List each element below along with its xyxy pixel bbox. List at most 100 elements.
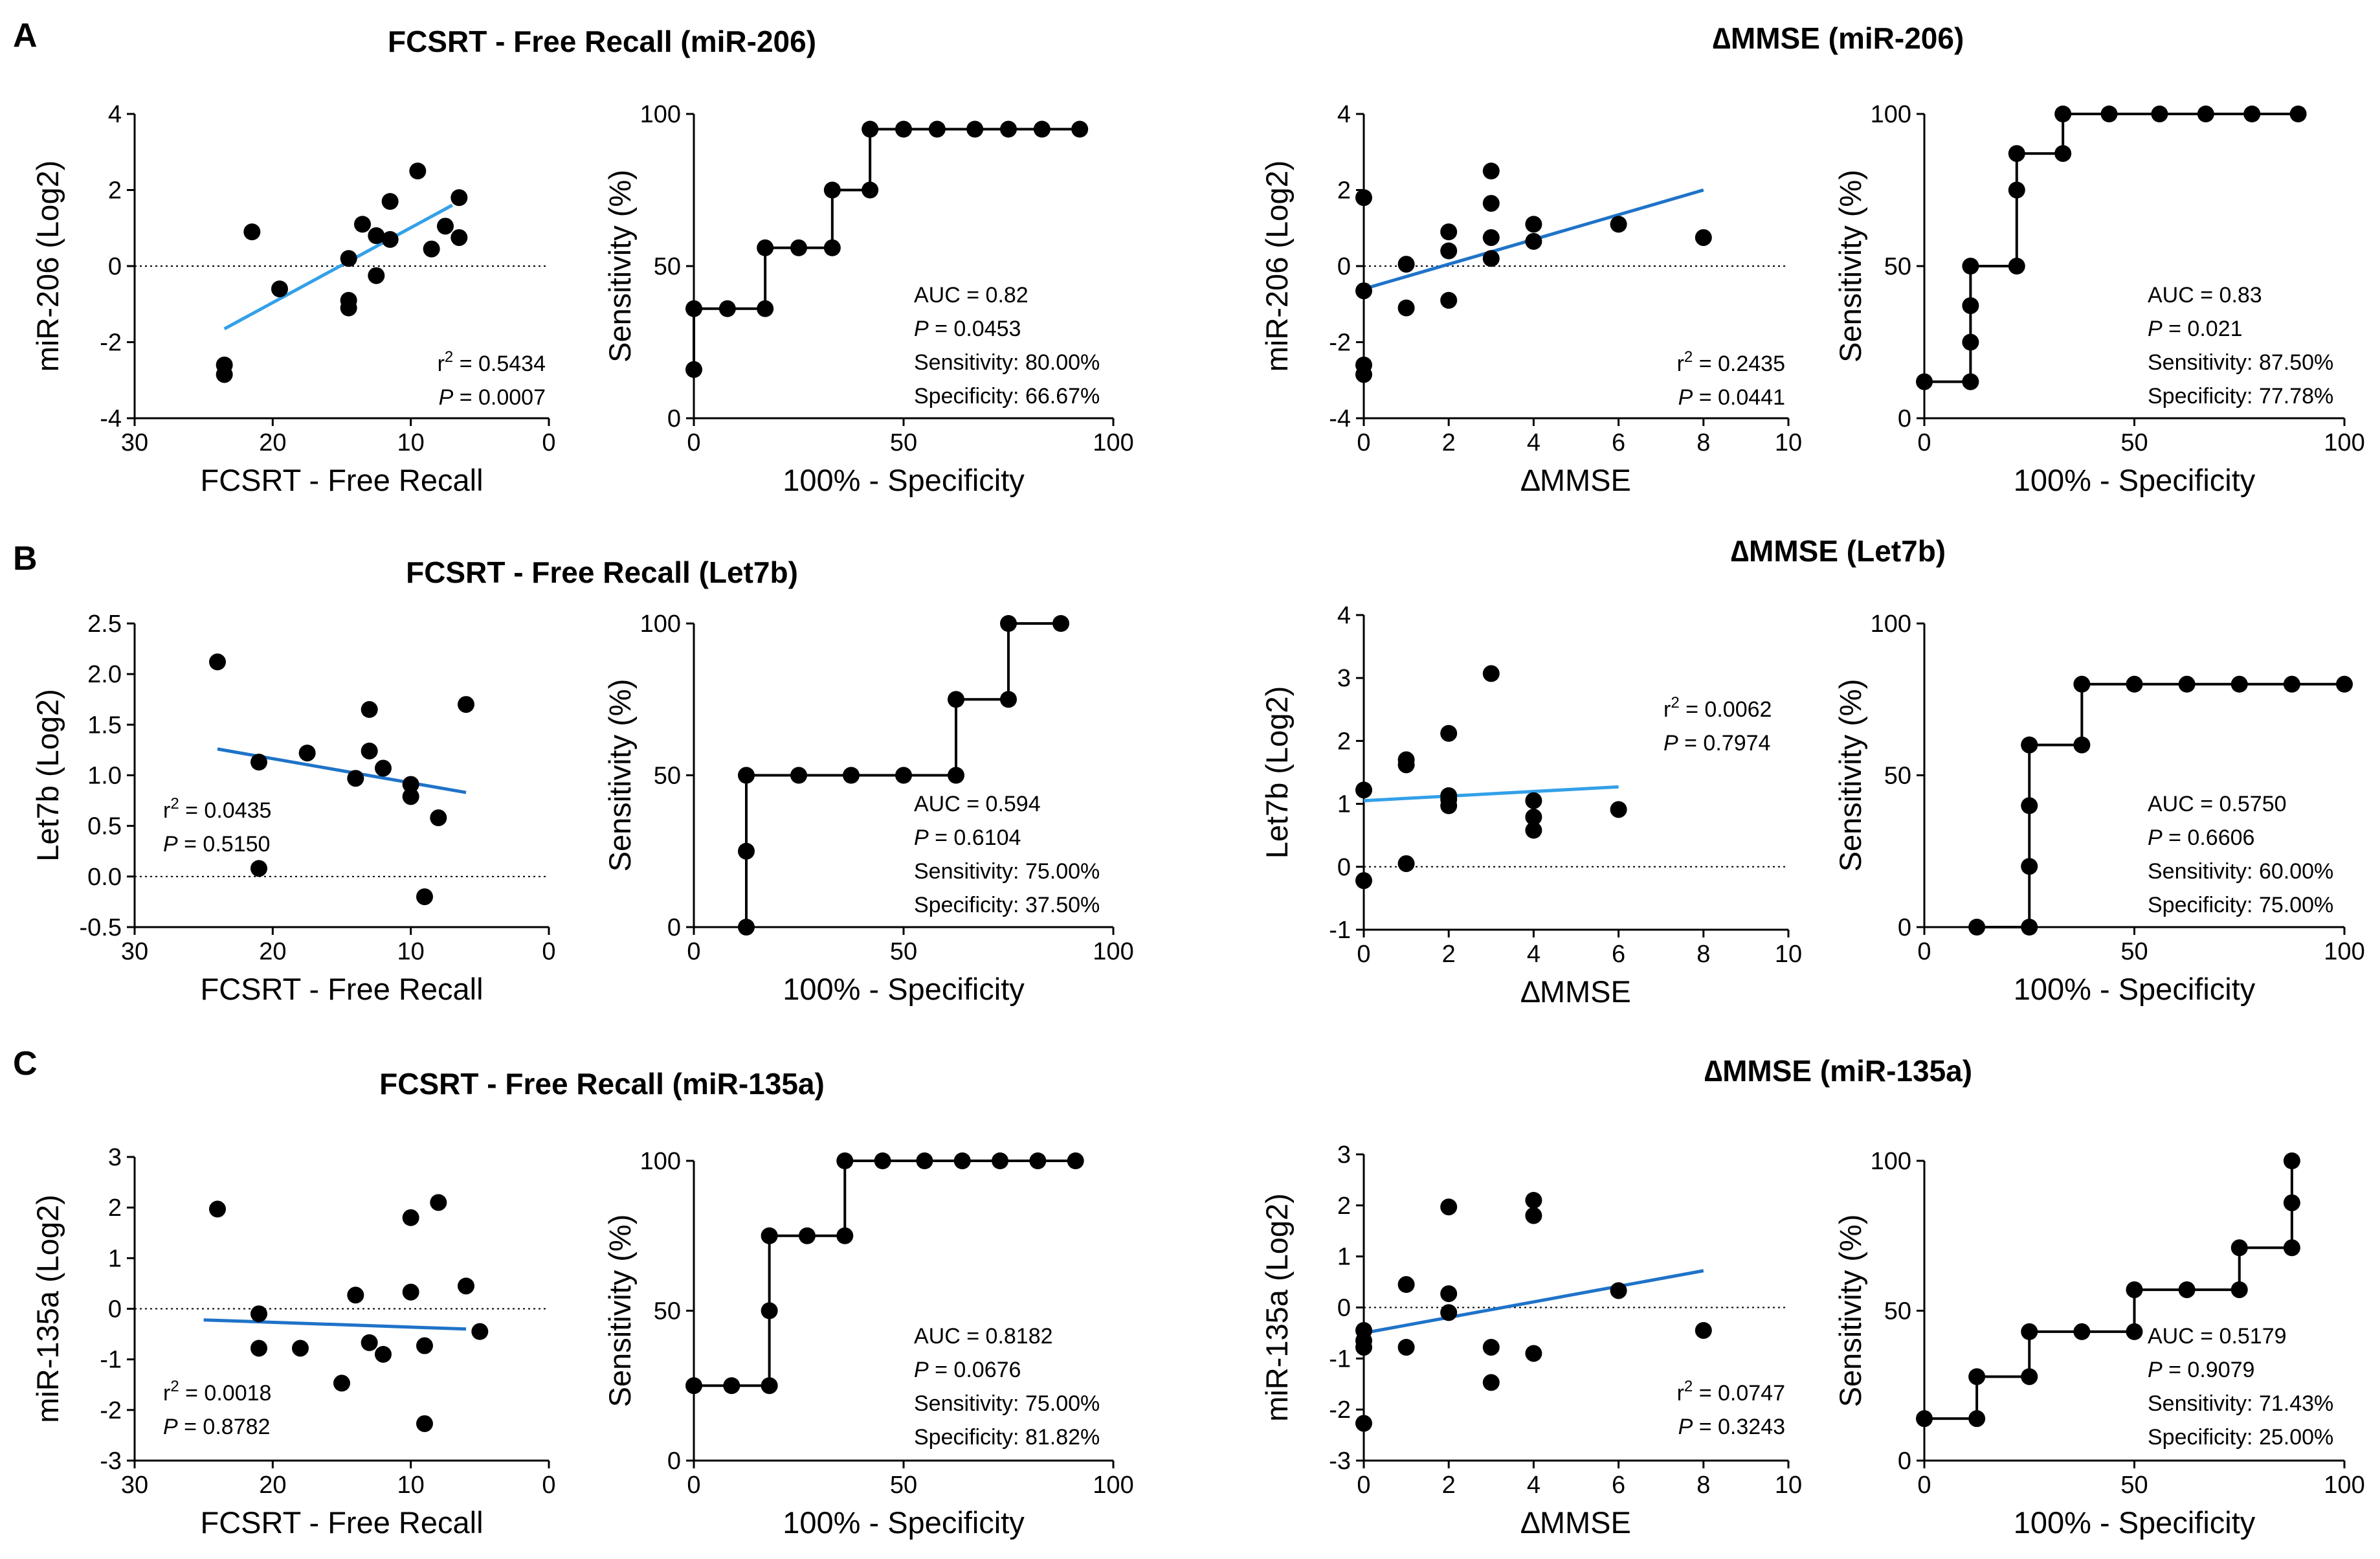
x-tick-label: 50	[2120, 429, 2148, 456]
regression-line	[223, 203, 453, 331]
y-tick-label: 50	[654, 253, 681, 280]
roc-point	[948, 767, 964, 784]
roc-point	[2283, 675, 2300, 693]
roc-point	[1962, 373, 1979, 390]
data-point	[250, 1340, 267, 1357]
stat-p: P = 0.6606	[2148, 825, 2254, 850]
data-point	[416, 1415, 433, 1432]
x-tick-label: 100	[1093, 1472, 1133, 1499]
data-point	[347, 1286, 364, 1304]
chart-c2: 0 50 100 0 50 100 100% - Specificity Sensitivit…	[603, 1148, 1134, 1540]
roc-point	[2197, 106, 2214, 122]
data-point	[1525, 216, 1542, 233]
x-tick-label: 0	[1357, 941, 1370, 968]
y-tick-label: 0	[108, 1296, 122, 1323]
data-point	[1525, 1191, 1542, 1209]
stat-auc: AUC = 0.5750	[2148, 792, 2287, 816]
stat-r2: r2 = 0.0435	[163, 795, 271, 823]
roc-point	[761, 1227, 778, 1244]
data-point	[1482, 1338, 1500, 1356]
stat-r2: r2 = 0.2435	[1677, 348, 1785, 376]
roc-point	[2126, 675, 2143, 693]
stat-r2-superscript: 2	[1684, 1378, 1693, 1395]
data-point	[1482, 1374, 1500, 1391]
y-tick-label: 0.0	[87, 864, 122, 891]
roc-point	[685, 361, 702, 378]
y-tick-label: -4	[100, 405, 122, 432]
roc-point	[2021, 858, 2038, 875]
chart-b4: 0 50 100 0 50 100 100% - Specificity Sensitivit…	[1833, 611, 2365, 1006]
y-tick-label: -2	[1329, 330, 1351, 357]
roc-point	[2126, 1323, 2143, 1340]
data-point	[1397, 1338, 1415, 1356]
y-tick-label: 1.0	[87, 763, 122, 790]
data-point	[1525, 232, 1542, 250]
data-point	[298, 745, 316, 762]
x-tick-label: 0	[542, 938, 555, 965]
y-tick-label: 0	[108, 253, 122, 280]
x-tick-label: 20	[259, 1472, 286, 1499]
stat-sensitivity: Sensitivity: 75.00%	[914, 1391, 1100, 1416]
stat-r2-symbol: r	[1677, 1381, 1684, 1406]
roc-point	[2151, 106, 2168, 122]
roc-point	[1000, 615, 1017, 632]
stat-sensitivity: Sensitivity: 75.00%	[914, 859, 1100, 884]
y-tick-label: 100	[1871, 611, 1911, 638]
y-tick-label: 2	[1337, 728, 1351, 755]
roc-point	[790, 767, 807, 784]
data-point	[381, 193, 399, 210]
data-point	[430, 809, 447, 827]
stat-p-value: = 0.0453	[929, 317, 1021, 341]
data-point	[354, 216, 371, 233]
x-tick-label: 6	[1612, 429, 1625, 456]
stat-p-symbol: P	[1678, 1415, 1693, 1439]
stat-p-value: = 0.021	[2163, 317, 2243, 341]
roc-curve	[1924, 1161, 2293, 1420]
x-axis-label: 100% - Specificity	[783, 463, 1025, 497]
title-a-fcsrt: FCSRT - Free Recall (miR-206)	[388, 25, 816, 58]
data-point	[1355, 872, 1372, 890]
stat-p-value: = 0.3243	[1693, 1415, 1785, 1439]
x-tick-label: 30	[121, 938, 148, 965]
stat-r2: r2 = 0.0018	[163, 1378, 271, 1406]
data-point	[402, 776, 419, 793]
stat-sensitivity: Sensitivity: 71.43%	[2148, 1391, 2333, 1416]
roc-curve	[693, 128, 1080, 370]
x-tick-label: 10	[1775, 429, 1802, 456]
x-tick-label: 100	[1093, 429, 1133, 456]
y-tick-label: 100	[1871, 101, 1911, 128]
stat-p-symbol: P	[914, 1358, 929, 1382]
data-point	[381, 230, 399, 248]
stat-p-symbol: P	[1678, 385, 1693, 410]
panel-label-a: A	[13, 17, 38, 54]
roc-point	[2008, 181, 2025, 199]
data-point	[1525, 1207, 1542, 1224]
data-point	[250, 1305, 267, 1323]
stat-r2-superscript: 2	[1671, 694, 1679, 712]
stat-r2-value: = 0.2435	[1693, 352, 1785, 376]
data-point	[1440, 291, 1458, 309]
roc-point	[1029, 1152, 1047, 1169]
roc-point	[2073, 1323, 2091, 1340]
x-tick-label: 10	[1775, 941, 1802, 968]
y-axis-label: Let7b (Log2)	[1260, 686, 1294, 859]
data-point	[1482, 665, 1500, 682]
roc-point	[1962, 333, 1979, 351]
y-tick-label: 2.5	[87, 611, 122, 638]
stat-p-symbol: P	[2148, 1358, 2163, 1382]
x-tick-label: 30	[121, 429, 148, 456]
y-tick-label: 0	[1898, 1448, 1911, 1475]
chart-a1: 30 20 10 0 -4 -2 0 2 4 FCSRT - Free Recall miR-206…	[30, 101, 556, 497]
data-point	[361, 742, 378, 759]
data-point	[1440, 1304, 1458, 1321]
x-axis-label: ∆MMSE	[1521, 463, 1631, 497]
y-tick-label: -2	[1329, 1396, 1351, 1424]
x-axis-label: FCSRT - Free Recall	[200, 972, 483, 1006]
y-tick-label: 1	[108, 1245, 122, 1272]
x-tick-label: 0	[687, 429, 700, 456]
stat-p: P = 0.0453	[914, 317, 1021, 341]
x-tick-label: 30	[121, 1472, 148, 1499]
stat-p-symbol: P	[914, 317, 929, 341]
data-point	[333, 1374, 350, 1392]
x-axis-label: 100% - Specificity	[2014, 1505, 2256, 1540]
